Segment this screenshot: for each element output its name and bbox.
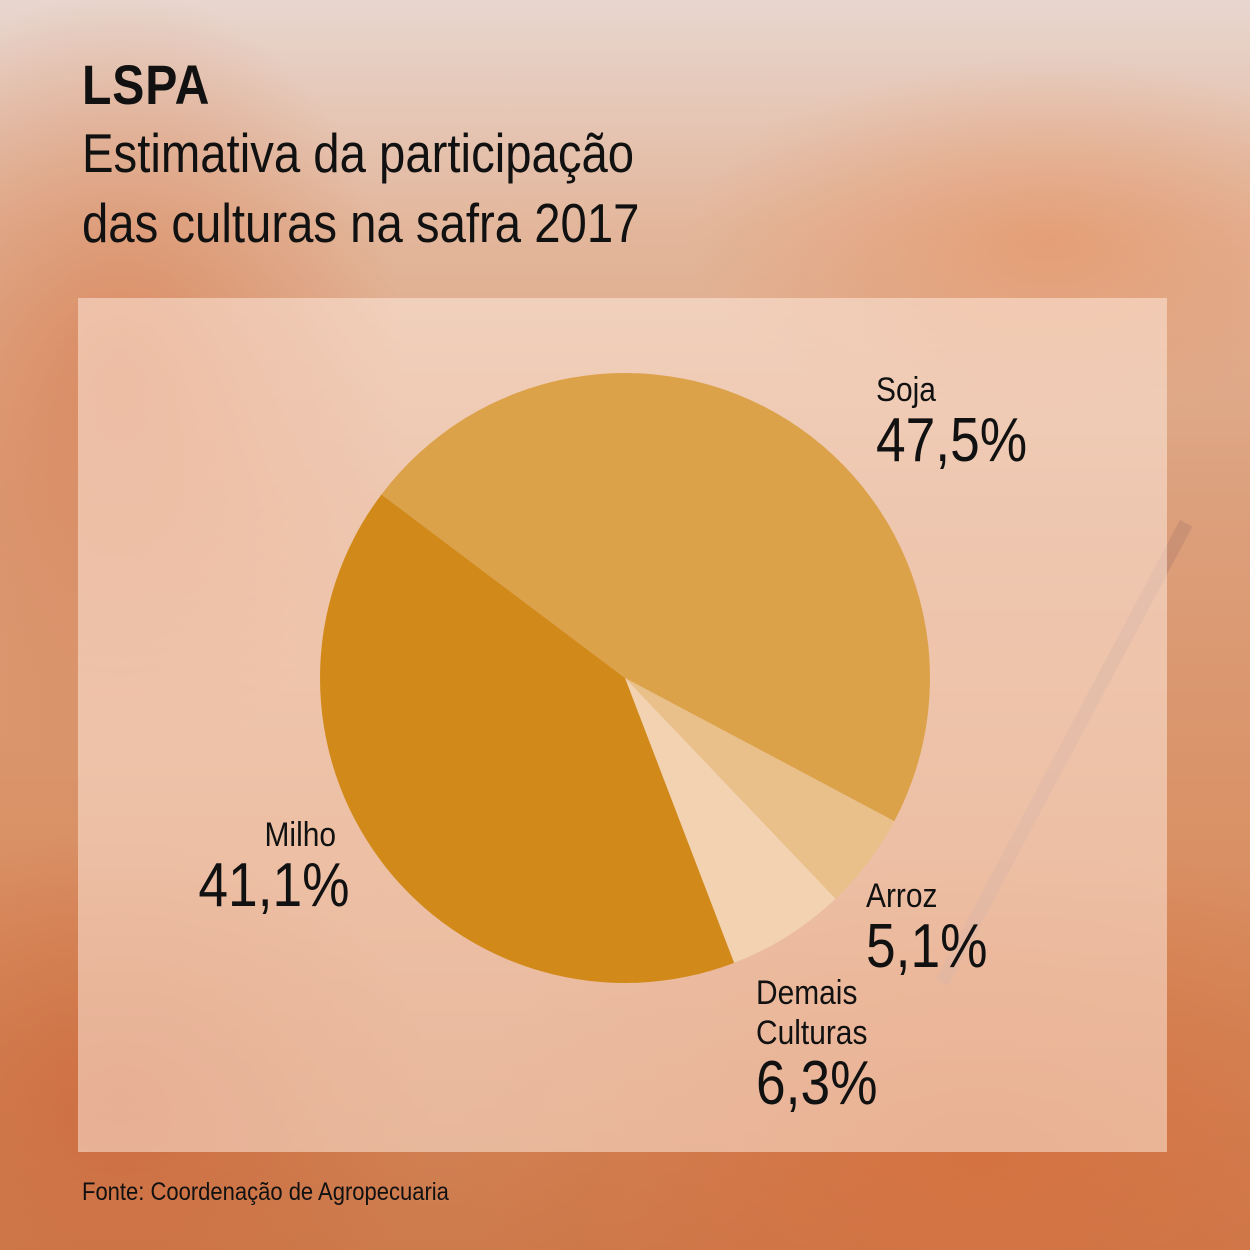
slice-label-milho: Milho 41,1%	[176, 815, 350, 920]
chart-title: LSPA	[82, 53, 211, 116]
title-block: LSPA Estimativa da participação das cult…	[82, 52, 1182, 258]
pie-slice-soja	[381, 373, 930, 822]
pie-chart	[320, 373, 930, 983]
source-note: Fonte: Coordenação de Agropecuaria	[82, 1178, 449, 1206]
slice-value-arroz: 5,1%	[866, 912, 988, 981]
chart-subtitle-line-1: Estimativa da participação	[82, 122, 635, 184]
slice-value-soja: 47,5%	[876, 406, 1028, 475]
slice-label-arroz: Arroz 5,1%	[866, 876, 1007, 978]
pie-slice-demais-culturas	[625, 678, 836, 963]
pie-slice-milho	[320, 494, 735, 983]
slice-value-demais-culturas: 6,3%	[756, 1049, 878, 1118]
slice-value-milho: 41,1%	[198, 851, 350, 920]
slice-label-soja: Soja 47,5%	[876, 370, 1052, 472]
slice-name-arroz: Arroz	[866, 877, 938, 915]
slice-name-demais-line-2: Culturas	[756, 1014, 868, 1052]
slice-name-soja: Soja	[876, 371, 936, 409]
slice-name-demais-line-1: Demais	[756, 974, 858, 1012]
chart-panel: Soja 47,5% Arroz 5,1% Demais Culturas 6,…	[78, 298, 1167, 1152]
chart-subtitle-line-2: das culturas na safra 2017	[82, 192, 640, 254]
slice-label-demais-culturas: Demais Culturas 6,3%	[756, 973, 897, 1115]
pie-slice-arroz	[625, 678, 895, 899]
slice-name-milho: Milho	[264, 816, 337, 854]
